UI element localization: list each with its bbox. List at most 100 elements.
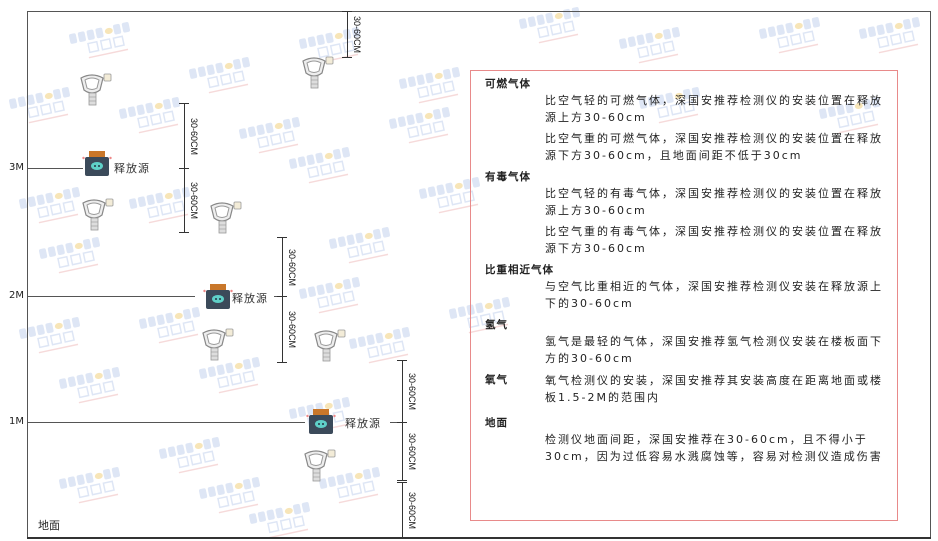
legend-section-oxygen: 氧气 氧气检测仪的安装，深国安推荐其安装高度在距离地面或楼板1.5-2M的范围内: [485, 372, 889, 410]
watermark-logo: [137, 303, 213, 351]
watermark-logo: [237, 113, 313, 161]
legend-heading: 地面: [485, 417, 508, 429]
dimension-tick: [397, 537, 407, 538]
gas-detector-icon: [200, 327, 234, 363]
dimension-tick: [277, 296, 287, 297]
watermark-logo: [857, 13, 933, 61]
dimension-tick: [179, 168, 189, 169]
dimension-line: [282, 237, 283, 296]
dimension-line: [282, 296, 283, 362]
watermark-logo: [17, 183, 93, 231]
level-3m-label: 3M: [9, 162, 24, 173]
dimension-label: 30-60CM: [352, 16, 362, 54]
dimension-label: 30-60CM: [189, 117, 199, 155]
watermark-logo: [517, 3, 593, 51]
legend-heading: 可燃气体: [485, 78, 531, 90]
legend-section-similar-density: 比重相近气体 与空气比重相近的气体，深国安推荐检测仪安装在释放源上下的30-60…: [485, 262, 889, 312]
gas-source-icon: [203, 283, 233, 311]
watermark-logo: [347, 323, 423, 371]
legend-paragraph: 氢气是最轻的气体，深国安推荐氢气检测仪安装在楼板面下方的30-60cm: [545, 335, 883, 365]
watermark-logo: [817, 93, 893, 141]
gas-detector-icon: [80, 197, 114, 233]
dimension-line: [402, 422, 403, 480]
level-2m-line: [27, 296, 195, 297]
watermark-logo: [637, 83, 713, 131]
dimension-tick: [397, 422, 407, 423]
legend-section-hydrogen: 氢气 氢气是最轻的气体，深国安推荐氢气检测仪安装在楼板面下方的30-60cm: [485, 317, 889, 367]
gas-source-icon: [82, 150, 112, 178]
legend-heading: 比重相近气体: [485, 264, 554, 276]
legend-section-toxic: 有毒气体 比空气轻的有毒气体，深国安推荐检测仪的安装位置在释放源上方30-60c…: [485, 169, 889, 257]
dimension-tick: [397, 360, 407, 361]
floor-label: 地面: [38, 519, 60, 532]
dimension-tick: [397, 482, 407, 483]
dimension-line: [402, 482, 403, 537]
legend-paragraph: 检测仪地面间距，深国安推荐在30-60cm，且不得小于30cm，因为过低容易水溅…: [545, 433, 883, 463]
source-leader-line: [390, 422, 403, 423]
watermark-logo: [197, 353, 273, 401]
right-wall-line: [930, 11, 931, 537]
watermark-logo: [157, 433, 233, 481]
gas-detector-icon: [312, 328, 346, 364]
dimension-tick: [397, 480, 407, 481]
watermark-logo: [57, 363, 133, 411]
dimension-tick: [277, 362, 287, 363]
legend-heading: 氢气: [485, 319, 508, 331]
legend-heading: 有毒气体: [485, 171, 531, 183]
watermark-logo: [247, 498, 323, 541]
legend-paragraph: 比空气重的有毒气体，深国安推荐检测仪的安装位置在释放源下方30-60cm: [545, 225, 883, 255]
dimension-label: 30-60CM: [407, 491, 417, 529]
dimension-tick: [179, 103, 189, 104]
gas-detector-icon: [208, 200, 242, 236]
legend-heading: 氧气: [485, 374, 508, 386]
dimension-label: 30-60CM: [407, 373, 417, 411]
legend-paragraph: 与空气比重相近的气体，深国安推荐检测仪安装在释放源上下的30-60cm: [545, 280, 883, 310]
gas-detector-icon: [302, 448, 336, 484]
dimension-label: 30-60CM: [287, 311, 297, 349]
dimension-tick: [277, 237, 287, 238]
watermark-logo: [617, 23, 693, 71]
legend-paragraph: 比空气轻的可燃气体，深国安推荐检测仪的安装位置在释放源上方30-60cm: [545, 94, 883, 124]
dimension-tick: [342, 57, 352, 58]
ceiling-line: [27, 11, 930, 12]
watermark-logo: [117, 93, 193, 141]
watermark-logo: [317, 463, 393, 511]
watermark-logo: [397, 63, 473, 111]
legend-section-combustible: 可燃气体 比空气轻的可燃气体，深国安推荐检测仪的安装位置在释放源上方30-60c…: [485, 76, 889, 164]
dimension-tick: [342, 11, 352, 12]
watermark-logo: [387, 103, 463, 151]
gas-source-icon: [306, 408, 336, 436]
legend-paragraph: 比空气重的可燃气体，深国安推荐检测仪的安装位置在释放源下方30-60cm，且地面…: [545, 132, 883, 162]
floor-line: [27, 537, 931, 539]
dimension-label: 30-60CM: [407, 433, 417, 471]
source-label: 释放源: [232, 292, 268, 305]
watermark-logo: [187, 53, 263, 101]
gas-detector-icon: [78, 72, 112, 108]
watermark-logo: [297, 23, 373, 71]
watermark-logo: [7, 83, 83, 131]
watermark-logo: [197, 473, 273, 521]
watermark-logo: [17, 313, 93, 361]
level-1m-line: [27, 422, 305, 423]
watermark-logo: [37, 233, 113, 281]
level-2m-label: 2M: [9, 290, 24, 301]
legend-paragraph: 比空气轻的有毒气体，深国安推荐检测仪的安装位置在释放源上方30-60cm: [545, 187, 883, 217]
source-label: 释放源: [345, 417, 381, 430]
gas-detector-icon: [300, 55, 334, 91]
watermark-logo: [417, 173, 493, 221]
legend-paragraph: 氧气检测仪的安装，深国安推荐其安装高度在距离地面或楼板1.5-2M的范围内: [545, 374, 883, 404]
source-label: 释放源: [114, 162, 150, 175]
left-wall-line: [27, 11, 28, 537]
legend-box: 可燃气体 比空气轻的可燃气体，深国安推荐检测仪的安装位置在释放源上方30-60c…: [470, 70, 898, 521]
level-1m-label: 1M: [9, 416, 24, 427]
watermark-logo: [757, 13, 833, 61]
watermark-logo: [57, 463, 133, 511]
dimension-label: 30-60CM: [287, 248, 297, 286]
dimension-tick: [179, 232, 189, 233]
legend-section-floor: 地面 检测仪地面间距，深国安推荐在30-60cm，且不得小于30cm，因为过低容…: [485, 415, 889, 465]
dimension-line: [402, 360, 403, 422]
dimension-line: [347, 11, 348, 57]
watermark-logo: [67, 18, 143, 66]
watermark-logo: [297, 273, 373, 321]
